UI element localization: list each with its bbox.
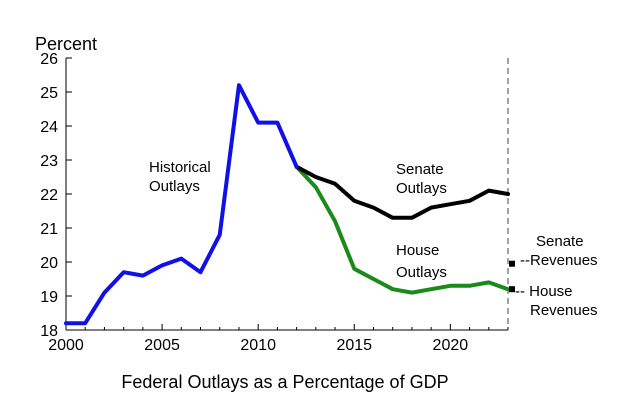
annotation-senate-revenues-line2: --Revenues <box>520 252 598 269</box>
annotation-house-outlays-line1: House <box>396 242 439 259</box>
y-tick-label-23: 23 <box>40 153 58 170</box>
revenue-markers <box>509 260 515 293</box>
annotation-senate-outlays-line1: Senate <box>396 161 444 178</box>
y-tick-label-20: 20 <box>40 255 58 272</box>
annotation-house-outlays-line2: Outlays <box>396 264 447 281</box>
annotation-senate-revenues-line1: Senate <box>536 233 584 250</box>
marker-house_revenues <box>509 286 515 293</box>
y-tick-label-19: 19 <box>40 289 58 306</box>
y-tick-label-22: 22 <box>40 187 58 204</box>
ticks: 18 19 20 21 22 23 24 25 26 2000 2005 2010 2015 2020 <box>40 51 509 354</box>
series-line-senate <box>294 164 510 220</box>
x-tick-label-2020: 2020 <box>433 337 469 354</box>
series-line-historical <box>64 83 299 326</box>
annotation-senate-outlays-line2: Outlays <box>396 180 447 197</box>
series-lines <box>64 83 510 326</box>
series-line-house <box>294 164 510 295</box>
annotation-historical-line2: Outlays <box>149 178 200 195</box>
y-tick-label-24: 24 <box>40 119 58 136</box>
x-axis-title: Federal Outlays as a Percentage of GDP <box>121 372 448 392</box>
annotation-senate-revenues: Senate --Revenues <box>520 233 598 269</box>
x-tick-label-2015: 2015 <box>336 337 372 354</box>
x-tick-label-2010: 2010 <box>240 337 276 354</box>
y-tick-label-21: 21 <box>40 221 58 238</box>
y-tick-label-26: 26 <box>40 51 58 68</box>
x-tick-label-2005: 2005 <box>144 337 180 354</box>
annotation-house-revenues-line2: Revenues <box>530 302 598 319</box>
annotation-historical: Historical Outlays <box>149 159 211 195</box>
annotation-senate-outlays: Senate Outlays <box>396 161 447 197</box>
x-tick-label-2000: 2000 <box>48 337 84 354</box>
annotation-house-revenues: -- House Revenues <box>515 283 598 319</box>
annotation-house-revenues-line1: -- House <box>515 283 573 300</box>
marker-senate_revenues <box>509 260 515 267</box>
annotation-historical-line1: Historical <box>149 159 211 176</box>
y-tick-label-25: 25 <box>40 85 58 102</box>
y-axis-title: Percent <box>35 34 97 54</box>
y-tick-label-18: 18 <box>40 323 58 340</box>
annotation-house-outlays: House Outlays <box>396 242 447 281</box>
